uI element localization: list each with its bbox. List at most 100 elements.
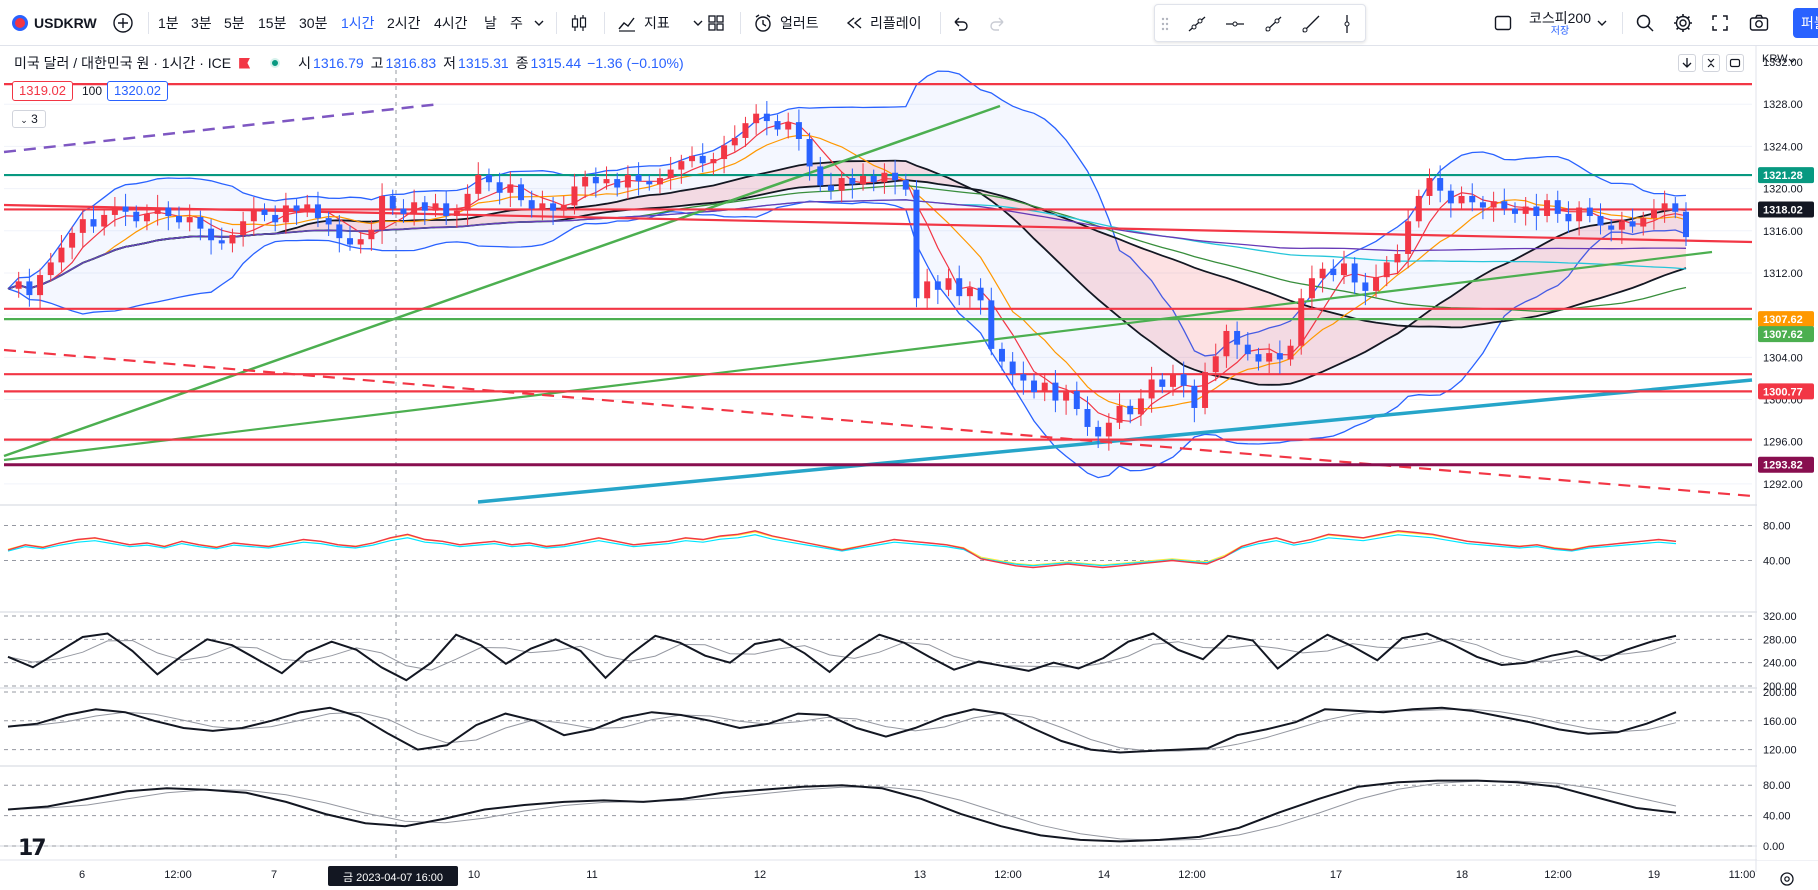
candle-body — [1234, 330, 1241, 345]
oscillator-tick-label: 80.00 — [1763, 521, 1791, 533]
candle-body — [881, 172, 888, 183]
bollinger-lower — [7, 200, 1687, 479]
compare-checkbox[interactable] — [1494, 0, 1512, 46]
indicators-button[interactable]: 지표 — [616, 0, 704, 46]
interval-2h[interactable]: 2시간 — [387, 15, 421, 31]
interval-30m[interactable]: 30분 — [299, 15, 328, 31]
candle-body — [1340, 263, 1347, 276]
trend-line-tool[interactable] — [1181, 5, 1213, 43]
interval-week[interactable]: 주 — [510, 15, 523, 31]
time-axis[interactable]: 6 12:00 7 10 11 12 13 12:00 14 12:00 17 18 12:00 19 11… — [79, 866, 1794, 886]
interval-5m[interactable]: 5분 — [224, 15, 245, 31]
chevron-down-icon — [534, 20, 544, 26]
scroll-down-button[interactable] — [1678, 54, 1696, 72]
spread-value: 100 — [82, 84, 103, 98]
interval-15m[interactable]: 15분 — [258, 15, 287, 31]
candle-body — [389, 195, 396, 209]
maximize-pane-button[interactable] — [1726, 54, 1744, 72]
candle-body — [1544, 200, 1551, 216]
price-tick-label: 1332.00 — [1763, 57, 1803, 69]
time-tick-label: 18 — [1456, 869, 1468, 881]
legend-high-label: 고 — [370, 55, 384, 71]
replay-button[interactable]: 리플레이 — [844, 0, 922, 46]
oscillator-tick-label: 120.00 — [1763, 745, 1797, 757]
maximize-icon — [1729, 58, 1741, 68]
ray-tool[interactable] — [1257, 5, 1289, 43]
oscillator-tick-label: 40.00 — [1763, 811, 1791, 823]
time-tick-label: 17 — [1330, 869, 1342, 881]
interval-day[interactable]: 날 — [484, 15, 497, 31]
interval-3m[interactable]: 3분 — [191, 15, 212, 31]
alert-button[interactable]: 얼러트 — [752, 0, 819, 46]
redo-button[interactable] — [988, 0, 1008, 46]
snapshot-button[interactable] — [1748, 0, 1770, 46]
layout-name[interactable]: 코스피200 저장 — [1526, 10, 1594, 38]
extended-line-tool[interactable] — [1295, 5, 1327, 43]
price-tick-label: 1296.00 — [1763, 437, 1803, 449]
interval-dropdown[interactable] — [533, 0, 545, 46]
arrow-down-icon — [1682, 58, 1692, 68]
flag-icon[interactable] — [239, 57, 251, 69]
candle-body — [1180, 374, 1187, 386]
candle-body — [282, 205, 289, 223]
price-axis-badge — [1758, 167, 1814, 184]
candle-body — [945, 278, 952, 290]
buy-price-button[interactable]: 1320.02 — [107, 81, 168, 101]
candle-body — [101, 214, 108, 227]
candle-body — [849, 178, 856, 185]
time-tick-label: 12:00 — [994, 869, 1022, 881]
oscillator-main-line — [7, 632, 1677, 682]
candle-body — [1608, 225, 1615, 230]
top-toolbar: USDKRW 1분 3분 5분 15분 30분 1시간 2시간 4시간 날 주 … — [0, 0, 1818, 46]
collapse-pane-button[interactable] — [1702, 54, 1720, 72]
fullscreen-button[interactable] — [1710, 0, 1730, 46]
layout-title: 코스피200 — [1529, 10, 1591, 26]
currency-label[interactable]: KRW — [1762, 53, 1788, 65]
candle-body — [988, 300, 995, 349]
trend-line-red — [3, 203, 1753, 244]
price-axis-badge-label: 1321.28 — [1763, 170, 1803, 182]
candle-body — [432, 203, 439, 211]
vertical-line-tool[interactable] — [1331, 5, 1363, 43]
camera-icon — [1749, 14, 1769, 31]
candle-body — [1105, 422, 1112, 437]
extended-line-icon — [1302, 15, 1320, 33]
chart-type-button[interactable] — [568, 0, 590, 46]
layout-dropdown[interactable] — [1596, 0, 1608, 46]
layout-button[interactable] — [706, 0, 726, 46]
candle-body — [1073, 391, 1080, 410]
trend-line-green-2 — [3, 250, 1713, 462]
settings-button[interactable] — [1672, 0, 1694, 46]
candle-body — [1565, 213, 1572, 222]
horizontal-ray-tool[interactable] — [1219, 5, 1251, 43]
indicators-collapse-button[interactable]: ⌄ 3 — [12, 110, 46, 128]
interval-1m[interactable]: 1분 — [158, 15, 179, 31]
undo-button[interactable] — [950, 0, 970, 46]
add-symbol-button[interactable] — [112, 0, 134, 46]
drag-handle[interactable] — [1157, 5, 1173, 43]
legend-open-label: 시 — [298, 55, 312, 71]
sell-price-button[interactable]: 1319.02 — [12, 81, 73, 101]
price-tick-label: 1328.00 — [1763, 99, 1803, 111]
candle-body — [464, 193, 471, 211]
interval-4h[interactable]: 4시간 — [434, 15, 468, 31]
axis-settings-icon — [1780, 872, 1794, 886]
candle-body — [977, 287, 984, 301]
symbol-search[interactable]: USDKRW — [12, 0, 97, 46]
candle-body — [111, 206, 118, 215]
price-axis-badge — [1758, 383, 1814, 400]
interval-1h[interactable]: 1시간 — [341, 15, 375, 31]
candle-body — [614, 179, 621, 188]
search-button[interactable] — [1634, 0, 1656, 46]
candle-body — [143, 213, 150, 222]
price-axis-badge-label: 1300.77 — [1763, 386, 1803, 398]
candle-body — [475, 174, 482, 194]
series-legend[interactable]: 미국 달러 / 대한민국 원 · 1시간 · ICE 시 1316.79 고 131… — [14, 52, 684, 74]
legend-high: 1316.83 — [385, 55, 437, 71]
time-tick-label: 12:00 — [1178, 869, 1206, 881]
candle-body — [924, 281, 931, 299]
candle-body — [667, 169, 674, 179]
candle-body — [1490, 201, 1497, 208]
publish-button[interactable]: 퍼블 — [1793, 8, 1818, 38]
